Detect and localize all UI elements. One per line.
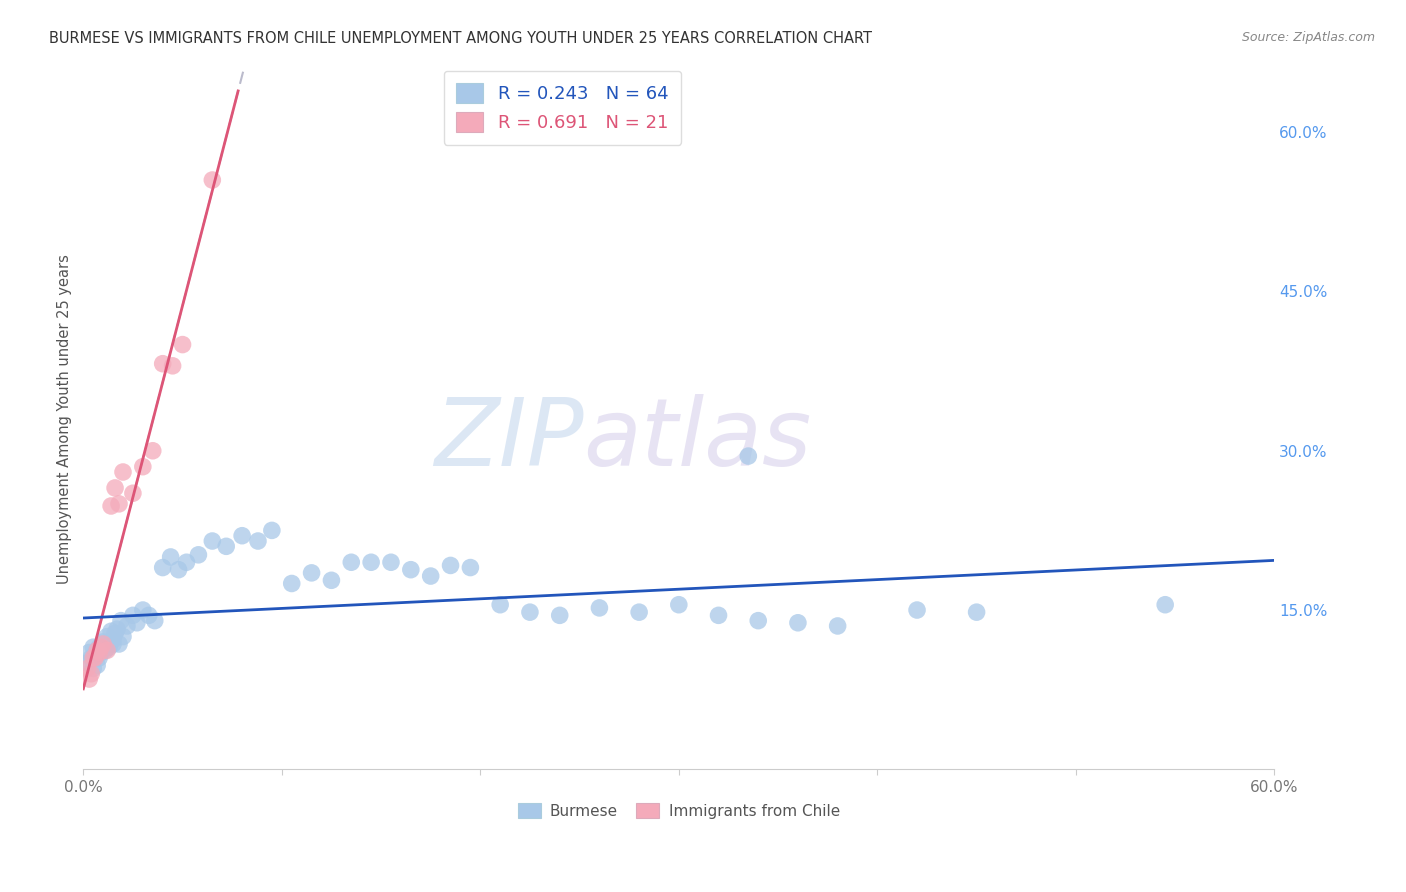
Point <box>82 640 104 655</box>
Point <box>201 173 224 187</box>
Text: atlas: atlas <box>583 394 811 485</box>
Point <box>108 497 131 511</box>
Point <box>82 650 104 665</box>
Point <box>84 648 107 662</box>
Legend: Burmese, Immigrants from Chile: Burmese, Immigrants from Chile <box>512 797 846 825</box>
Point <box>138 608 160 623</box>
Point <box>122 608 145 623</box>
Point <box>519 605 541 619</box>
Point <box>104 481 127 495</box>
Point <box>162 359 184 373</box>
Point <box>707 608 730 623</box>
Point <box>111 465 134 479</box>
Point <box>100 624 122 639</box>
Point <box>89 650 111 665</box>
Point <box>76 656 98 670</box>
Point <box>380 555 402 569</box>
Point <box>747 614 769 628</box>
Point <box>89 646 111 660</box>
Point <box>110 614 132 628</box>
Point <box>176 555 198 569</box>
Point <box>111 630 134 644</box>
Point <box>86 643 108 657</box>
Point <box>966 605 988 619</box>
Point <box>132 603 155 617</box>
Point <box>1154 598 1177 612</box>
Point <box>321 574 343 588</box>
Point <box>489 598 512 612</box>
Point <box>86 643 108 657</box>
Point <box>787 615 810 630</box>
Point <box>84 650 107 665</box>
Point <box>152 357 174 371</box>
Point <box>101 632 124 647</box>
Point <box>152 560 174 574</box>
Point <box>91 637 114 651</box>
Point <box>142 443 165 458</box>
Point <box>246 534 269 549</box>
Point <box>98 640 121 655</box>
Point <box>86 658 108 673</box>
Point <box>187 548 209 562</box>
Point <box>76 661 98 675</box>
Point <box>360 555 382 569</box>
Point <box>301 566 323 580</box>
Point <box>96 630 118 644</box>
Point <box>108 637 131 651</box>
Text: Source: ZipAtlas.com: Source: ZipAtlas.com <box>1241 31 1375 45</box>
Point <box>100 499 122 513</box>
Point <box>77 646 100 660</box>
Point <box>96 643 118 657</box>
Point <box>115 619 138 633</box>
Point <box>105 622 128 636</box>
Point <box>89 640 111 655</box>
Point <box>215 539 238 553</box>
Point <box>90 640 112 655</box>
Point <box>905 603 928 617</box>
Point <box>90 646 112 660</box>
Point <box>668 598 690 612</box>
Point <box>104 626 127 640</box>
Point <box>94 643 117 657</box>
Point <box>827 619 849 633</box>
Point <box>280 576 302 591</box>
Point <box>628 605 651 619</box>
Point <box>80 666 103 681</box>
Point <box>125 615 148 630</box>
Point <box>399 563 422 577</box>
Y-axis label: Unemployment Among Youth under 25 years: Unemployment Among Youth under 25 years <box>58 254 72 584</box>
Point <box>419 569 441 583</box>
Text: BURMESE VS IMMIGRANTS FROM CHILE UNEMPLOYMENT AMONG YOUTH UNDER 25 YEARS CORRELA: BURMESE VS IMMIGRANTS FROM CHILE UNEMPLO… <box>49 31 872 46</box>
Point <box>588 601 610 615</box>
Point <box>548 608 571 623</box>
Point <box>82 661 104 675</box>
Point <box>101 637 124 651</box>
Text: ZIP: ZIP <box>434 394 583 485</box>
Point <box>172 337 194 351</box>
Point <box>159 549 181 564</box>
Point <box>260 524 283 538</box>
Point <box>132 459 155 474</box>
Point <box>143 614 166 628</box>
Point <box>91 635 114 649</box>
Point <box>77 672 100 686</box>
Point <box>439 558 461 573</box>
Point <box>80 650 103 665</box>
Point <box>91 637 114 651</box>
Point <box>167 563 190 577</box>
Point <box>201 534 224 549</box>
Point <box>122 486 145 500</box>
Point <box>737 449 759 463</box>
Point <box>460 560 482 574</box>
Point <box>231 529 253 543</box>
Point <box>340 555 363 569</box>
